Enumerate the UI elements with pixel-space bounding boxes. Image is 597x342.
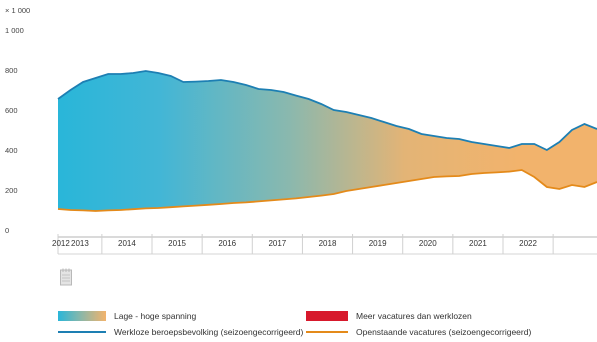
blue-line-swatch <box>58 331 106 333</box>
y-tick-label: 600 <box>5 106 18 115</box>
x-tick-label: 2019 <box>369 239 387 248</box>
x-tick-label: 2018 <box>319 239 337 248</box>
y-tick-label: 400 <box>5 146 18 155</box>
data-table-icon[interactable] <box>60 268 72 286</box>
x-tick-label: 2014 <box>118 239 136 248</box>
x-tick-label: 2013 <box>71 239 89 248</box>
gradient-swatch <box>58 311 106 321</box>
y-tick-label: 200 <box>5 186 18 195</box>
legend-item-vacancies: Openstaande vacatures (seizoengecorrigee… <box>306 327 531 337</box>
vacancies-line <box>57 169 597 212</box>
legend-label-shortage: Meer vacatures dan werklozen <box>356 311 472 321</box>
x-tick-label: 2022 <box>519 239 537 248</box>
tension-area <box>58 71 597 211</box>
orange-line-swatch <box>306 331 348 333</box>
y-tick-label: 800 <box>5 66 18 75</box>
red-swatch <box>306 311 348 321</box>
y-unit-label: × 1 000 <box>5 6 30 15</box>
legend-label-unemployed: Werkloze beroepsbevolking (seizoengecorr… <box>114 327 304 337</box>
legend-item-unemployed: Werkloze beroepsbevolking (seizoengecorr… <box>58 327 303 337</box>
legend-label-tension: Lage - hoge spanning <box>114 311 197 321</box>
y-tick-label: 0 <box>5 226 9 235</box>
x-tick-label: 2015 <box>168 239 186 248</box>
legend-label-vacancies: Openstaande vacatures (seizoengecorrigee… <box>356 327 532 337</box>
x-tick-label: 2017 <box>268 239 286 248</box>
x-tick-label: 2020 <box>419 239 437 248</box>
legend-item-tension: Lage - hoge spanning <box>58 311 196 321</box>
legend-item-shortage: Meer vacatures dan werklozen <box>306 311 472 321</box>
unemployed-line <box>57 70 597 152</box>
x-tick-label: 2016 <box>218 239 236 248</box>
y-tick-label: 1 000 <box>5 26 24 35</box>
x-tick-label: 2012 <box>52 239 70 248</box>
x-tick-label: 2021 <box>469 239 487 248</box>
